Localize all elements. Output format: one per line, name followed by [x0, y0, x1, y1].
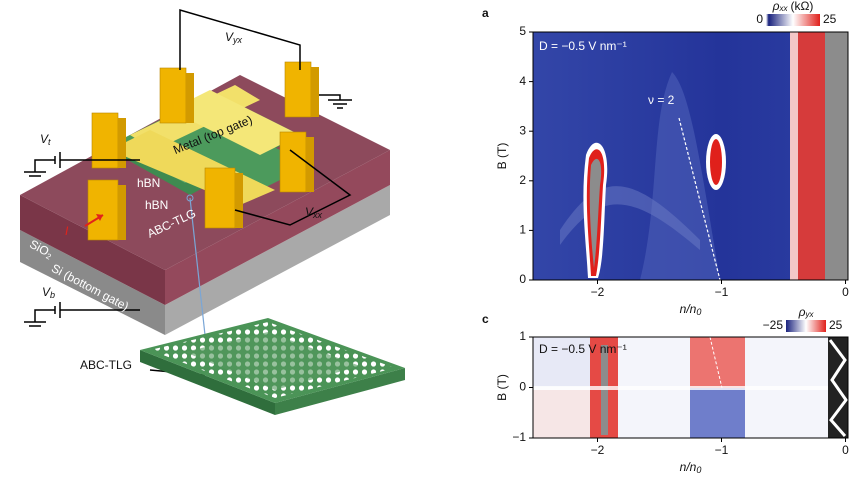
label: hBN: [137, 176, 160, 190]
y-tick-label: 0: [519, 380, 526, 394]
colorbar-tick-label: 0: [756, 12, 763, 26]
x-axis-label-sub: 0: [696, 307, 701, 317]
heatmap-c: [533, 336, 848, 438]
x-axis-label-main: n/n: [680, 460, 697, 474]
label: Vt: [40, 132, 51, 147]
heatmap-a: [533, 32, 848, 281]
y-tick-label: 1: [519, 223, 526, 237]
plot-frame: [532, 31, 849, 281]
colorbar-label: ρyx: [798, 305, 815, 319]
panel-letter: a: [482, 6, 489, 20]
device-schematic: [20, 9, 405, 415]
y-tick-label: 4: [519, 74, 526, 88]
annotation: D = −0.5 V nm⁻¹: [539, 342, 627, 356]
colorbar-unit: (kΩ): [790, 0, 813, 13]
x-tick-label: −1: [715, 285, 729, 299]
label: Vyx: [225, 30, 243, 45]
x-axis-label-main: n/n: [680, 302, 697, 316]
x-tick-label: −1: [715, 443, 729, 457]
nu-label: ν = 2: [648, 93, 675, 107]
colorbar-label: ρxx (kΩ): [772, 0, 814, 13]
x-axis-label-sub: 0: [696, 465, 701, 475]
x-axis-label: n/n0: [680, 302, 702, 317]
colorbar-tick-label: 25: [829, 318, 843, 332]
label: Vxx: [305, 205, 323, 220]
y-tick-label: 5: [519, 24, 526, 38]
x-axis-label: n/n0: [680, 460, 702, 475]
colorbar: [786, 320, 826, 332]
y-axis-label: B (T): [495, 374, 509, 401]
x-tick-label: −2: [591, 285, 605, 299]
y-tick-label: 3: [519, 123, 526, 137]
y-axis-label: B (T): [495, 143, 509, 170]
colorbar-symbol: ρ: [798, 305, 806, 319]
y-tick-label: 2: [519, 173, 526, 187]
annotation: D = −0.5 V nm⁻¹: [539, 39, 627, 53]
y-tick-label: −1: [512, 430, 526, 444]
colorbar: [766, 14, 820, 26]
label: hBN: [145, 198, 168, 212]
x-tick-label: 0: [842, 285, 849, 299]
label: Bottom hBN: [199, 406, 265, 439]
x-tick-label: 0: [842, 443, 849, 457]
panel-letter: c: [482, 312, 489, 326]
colorbar-symbol: ρ: [772, 0, 780, 13]
label: ABC-TLG: [80, 358, 132, 372]
y-tick-label: 0: [519, 272, 526, 286]
label: I: [65, 224, 69, 238]
label: Vb: [42, 285, 55, 300]
colorbar-tick-label: 25: [823, 12, 837, 26]
y-tick-label: 1: [519, 329, 526, 343]
x-tick-label: −2: [591, 443, 605, 457]
colorbar-sub: yx: [804, 310, 814, 319]
colorbar-tick-label: −25: [763, 318, 784, 332]
colorbar-sub: xx: [778, 4, 788, 13]
